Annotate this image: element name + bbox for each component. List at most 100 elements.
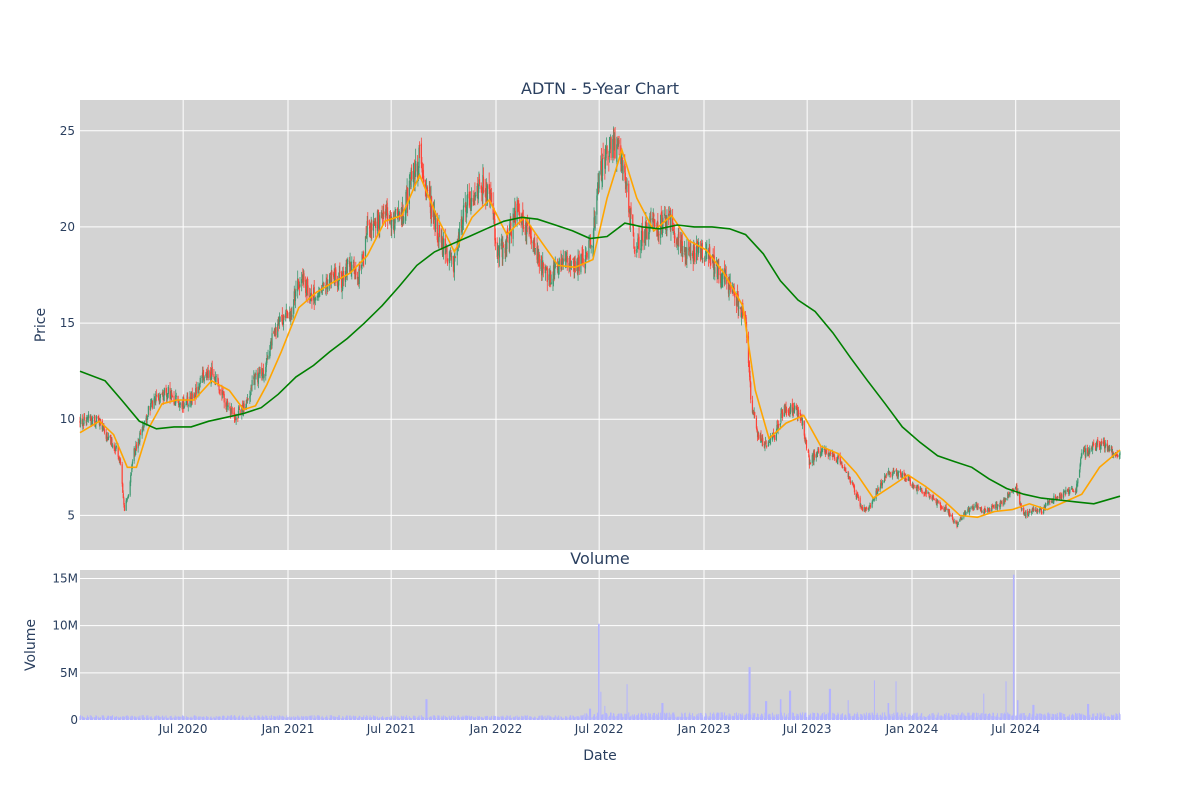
- volume-bar: [225, 717, 227, 720]
- candle-body-down: [421, 163, 423, 169]
- candle-body-down: [788, 412, 791, 413]
- volume-bar: [534, 716, 536, 720]
- volume-bar: [756, 717, 758, 720]
- volume-bar: [948, 713, 950, 720]
- volume-bar: [227, 715, 229, 720]
- candle-body-down: [991, 505, 993, 507]
- volume-bar: [704, 716, 706, 720]
- candle-body-up: [318, 292, 320, 295]
- volume-bar: [430, 716, 432, 720]
- volume-plot-background: [80, 570, 1120, 720]
- candle-body-down: [672, 216, 674, 232]
- candle-body-down: [488, 184, 490, 189]
- volume-bar: [322, 718, 324, 720]
- volume-bar: [925, 717, 927, 720]
- volume-bar: [281, 715, 283, 720]
- volume-bar: [800, 714, 802, 720]
- volume-bar: [901, 714, 903, 720]
- candle-body-up: [299, 284, 301, 287]
- volume-bar: [1071, 714, 1073, 720]
- volume-bar: [1024, 716, 1026, 720]
- candle-body-down: [909, 477, 911, 480]
- candle-body-up: [680, 241, 682, 252]
- volume-bar: [1043, 715, 1045, 720]
- candle-body-up: [622, 165, 624, 174]
- candle-body-up: [964, 512, 967, 515]
- volume-bar: [137, 716, 139, 720]
- volume-bar: [859, 717, 861, 720]
- candle-body-up: [741, 313, 743, 318]
- volume-bar: [808, 715, 810, 720]
- candle-body-up: [314, 298, 316, 302]
- volume-bar: [721, 712, 723, 720]
- volume-bar: [428, 717, 430, 720]
- volume-bar: [947, 713, 949, 720]
- volume-bar: [1047, 713, 1049, 720]
- volume-bar: [1099, 712, 1101, 720]
- candle-body-up: [150, 403, 152, 409]
- volume-bar: [203, 716, 205, 720]
- volume-bar: [1059, 713, 1061, 720]
- volume-bar: [1039, 713, 1041, 720]
- volume-bar: [134, 716, 136, 720]
- volume-bar: [797, 714, 799, 720]
- candle-body-down: [1001, 501, 1003, 505]
- volume-bar: [1094, 716, 1096, 720]
- volume-bar: [331, 716, 333, 720]
- volume-bar: [285, 718, 287, 720]
- volume-bar: [860, 713, 862, 720]
- candle-body-down: [905, 478, 907, 480]
- volume-bar: [408, 716, 410, 720]
- volume-bar: [146, 717, 148, 720]
- volume-bar: [521, 715, 523, 720]
- volume-bar: [501, 717, 503, 720]
- volume-bar: [582, 716, 584, 720]
- candle-body-up: [1082, 449, 1085, 454]
- candle-body-up: [640, 240, 642, 251]
- candle-body-up: [94, 425, 96, 427]
- volume-bar: [229, 718, 231, 720]
- candle-body-down: [250, 386, 253, 388]
- candle-body-up: [199, 383, 201, 388]
- candle-body-down: [368, 226, 371, 229]
- volume-bar: [653, 712, 655, 720]
- volume-bar: [171, 717, 173, 720]
- candle-body-down: [755, 417, 758, 429]
- volume-bar: [94, 717, 96, 720]
- volume-bar: [833, 713, 835, 720]
- volume-bar: [229, 716, 231, 720]
- candle-body-down: [756, 427, 758, 432]
- volume-bar: [907, 716, 909, 720]
- volume-bar: [461, 717, 463, 720]
- volume-bar: [181, 716, 183, 720]
- volume-bar: [251, 717, 253, 720]
- volume-bar: [127, 716, 129, 720]
- volume-bar: [513, 716, 515, 720]
- candle-body-down: [841, 465, 844, 469]
- volume-bar: [987, 716, 989, 720]
- volume-bar: [175, 718, 177, 720]
- volume-bar: [817, 712, 819, 720]
- volume-bar: [226, 717, 228, 720]
- volume-bar: [238, 718, 240, 720]
- volume-bar: [570, 717, 572, 720]
- candle-body-down: [544, 267, 546, 271]
- volume-bar: [187, 717, 189, 720]
- volume-bar: [540, 715, 542, 720]
- volume-bar: [786, 714, 788, 720]
- candle-body-down: [350, 263, 352, 271]
- volume-bar: [207, 716, 209, 720]
- candle-body-up: [887, 471, 889, 475]
- volume-bar: [549, 716, 551, 720]
- candle-body-up: [568, 262, 571, 266]
- volume-bar: [175, 716, 177, 720]
- volume-bar: [755, 717, 757, 720]
- volume-bar: [705, 714, 707, 720]
- volume-bar: [290, 716, 292, 720]
- volume-bar: [314, 718, 316, 720]
- volume-bar: [122, 716, 124, 720]
- volume-bar: [1016, 700, 1018, 720]
- candle-body-up: [836, 460, 838, 462]
- candle-body-up: [215, 376, 217, 378]
- candle-body-up: [179, 403, 181, 405]
